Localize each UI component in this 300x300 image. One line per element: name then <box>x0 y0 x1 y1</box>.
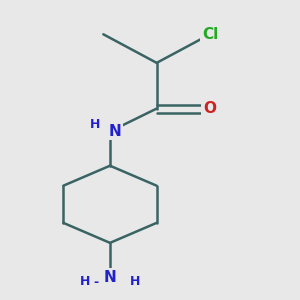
Text: N: N <box>103 270 116 285</box>
Text: -: - <box>93 276 99 289</box>
Text: N: N <box>109 124 122 139</box>
Text: H: H <box>130 275 140 288</box>
Text: O: O <box>203 101 217 116</box>
Text: H: H <box>90 118 100 131</box>
Text: Cl: Cl <box>202 27 218 42</box>
Text: H: H <box>80 275 90 288</box>
